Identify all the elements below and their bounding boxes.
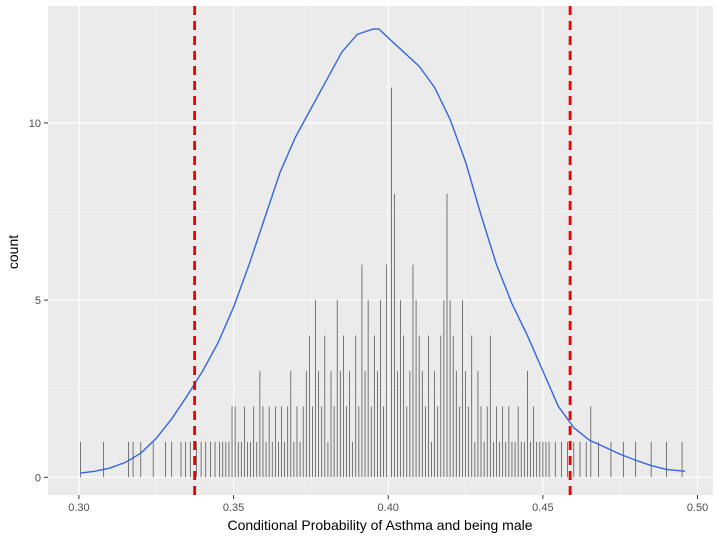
density-curve <box>80 28 686 474</box>
x-tick-label: 0.40 <box>378 502 399 514</box>
y-tick-label: 0 <box>35 472 41 484</box>
y-tick-label: 10 <box>29 118 41 130</box>
count-bars <box>80 87 683 478</box>
minor-gridlines <box>48 6 713 495</box>
y-axis-title: count <box>5 235 21 269</box>
density-curve-layer <box>80 28 686 474</box>
y-tick-label: 5 <box>35 295 41 307</box>
x-axis-ticks: 0.30 0.35 0.40 0.45 0.50 <box>68 495 708 514</box>
x-tick-label: 0.30 <box>68 502 89 514</box>
y-axis-ticks: 0 5 10 <box>29 118 48 484</box>
x-tick-label: 0.50 <box>687 502 708 514</box>
x-axis-title: Conditional Probability of Asthma and be… <box>227 517 532 533</box>
x-tick-label: 0.45 <box>532 502 553 514</box>
x-tick-label: 0.35 <box>223 502 244 514</box>
major-gridlines <box>48 6 713 495</box>
reference-lines <box>193 6 572 495</box>
